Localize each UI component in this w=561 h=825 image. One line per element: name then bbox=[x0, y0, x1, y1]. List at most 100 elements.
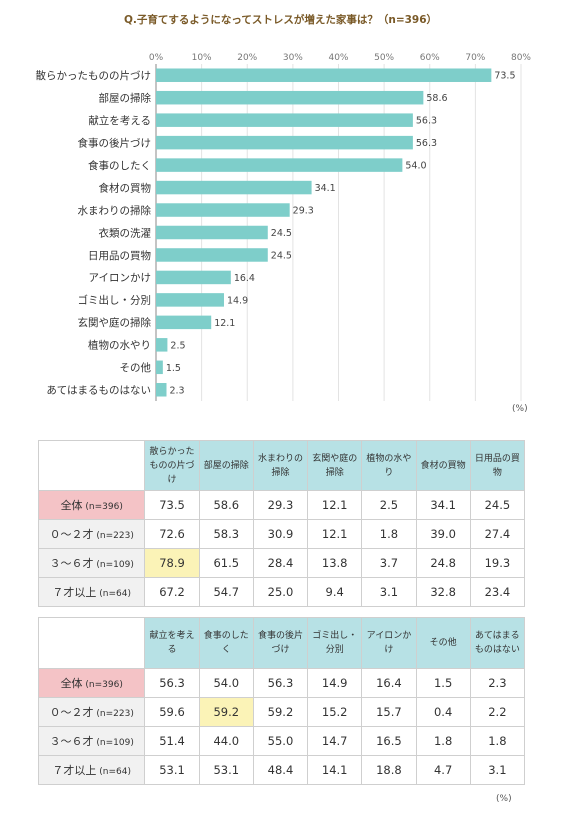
table-cell: 1.5 bbox=[415, 668, 471, 698]
x-tick-label: 40% bbox=[328, 53, 348, 63]
row-label: ０～２才 (n=223) bbox=[37, 519, 146, 549]
column-header: アイロンかけ bbox=[361, 617, 417, 669]
data-label: 56.3 bbox=[416, 138, 437, 149]
category-label: その他 bbox=[120, 361, 152, 374]
x-tick-label: 10% bbox=[192, 53, 212, 63]
category-label: アイロンかけ bbox=[89, 272, 151, 284]
column-header: その他 bbox=[415, 617, 471, 669]
table-cell: 16.4 bbox=[361, 668, 417, 698]
column-header: 水まわりの掃除 bbox=[252, 440, 309, 491]
table-unit-label: (%) bbox=[496, 794, 512, 804]
row-sample-size: (n=223) bbox=[93, 531, 134, 541]
crosstab-table-2: 献立を考える 食事のしたく 食事の後片づけ ゴミ出し・分別 アイロンかけ その他 あてはまる… bbox=[37, 617, 526, 785]
row-sample-size: (n=64) bbox=[96, 767, 132, 777]
bar bbox=[156, 113, 413, 127]
column-header: 献立を考える bbox=[144, 617, 200, 669]
table-cell: 30.9 bbox=[252, 519, 309, 549]
table-cell: 59.6 bbox=[144, 697, 200, 727]
data-label: 1.5 bbox=[166, 363, 181, 374]
x-tick-label: 70% bbox=[465, 53, 485, 63]
table-cell: 2.2 bbox=[469, 697, 526, 727]
table-cell: 3.1 bbox=[469, 755, 526, 785]
table-cell: 72.6 bbox=[144, 519, 200, 549]
data-label: 29.3 bbox=[293, 206, 314, 217]
table-cell: 24.5 bbox=[469, 490, 526, 520]
category-label: 献立を考える bbox=[88, 114, 151, 127]
table-cell: 0.4 bbox=[415, 697, 471, 727]
row-label-text: 全体 bbox=[60, 499, 83, 512]
crosstab-table-1: 散らかったものの片づけ 部屋の掃除 水まわりの掃除 玄関や庭の掃除 植物の水やり 食材の買… bbox=[37, 440, 526, 607]
bar bbox=[156, 225, 268, 240]
bar bbox=[156, 360, 163, 375]
table-cell: 24.8 bbox=[415, 548, 471, 578]
table-cell: 44.0 bbox=[198, 726, 254, 756]
bar bbox=[156, 68, 492, 82]
table-cell: 25.0 bbox=[252, 577, 309, 607]
table-cell: 53.1 bbox=[198, 755, 254, 785]
row-label: 全体 (n=396) bbox=[37, 490, 146, 520]
table-cell: 18.8 bbox=[361, 755, 417, 785]
data-label: 2.5 bbox=[170, 340, 185, 351]
column-header: あてはまるものはない bbox=[469, 617, 526, 669]
column-header: 日用品の買物 bbox=[469, 440, 526, 491]
data-label: 2.3 bbox=[169, 385, 184, 396]
row-label-text: ７才以上 bbox=[52, 586, 97, 599]
table-cell: 56.3 bbox=[144, 668, 200, 698]
table-cell: 29.3 bbox=[252, 490, 309, 520]
table-cell: 32.8 bbox=[415, 577, 471, 607]
x-tick-label: 20% bbox=[237, 53, 257, 63]
category-label: 散らかったものの片づけ bbox=[36, 69, 152, 82]
column-header: 食材の買物 bbox=[415, 440, 471, 491]
bar bbox=[156, 158, 403, 172]
table-cell: 48.4 bbox=[252, 755, 309, 785]
category-label: 日用品の買物 bbox=[88, 249, 151, 262]
column-header: ゴミ出し・分別 bbox=[307, 617, 363, 669]
category-label: ゴミ出し・分別 bbox=[78, 294, 152, 307]
table-cell: 2.3 bbox=[469, 668, 526, 698]
category-label: 食材の買物 bbox=[99, 181, 152, 194]
bar bbox=[156, 203, 290, 217]
row-sample-size: (n=109) bbox=[93, 560, 134, 570]
column-header: 食事のしたく bbox=[198, 617, 254, 669]
table-cell: 23.4 bbox=[469, 577, 526, 607]
category-label: 水まわりの掃除 bbox=[78, 204, 152, 217]
table-cell: 73.5 bbox=[144, 490, 200, 520]
data-label: 54.0 bbox=[405, 161, 426, 172]
row-label: ０～２才 (n=223) bbox=[37, 697, 146, 727]
bar bbox=[156, 293, 224, 307]
x-tick-label: 60% bbox=[420, 53, 440, 63]
row-label-text: ３～６才 bbox=[49, 735, 94, 748]
table-cell: 14.7 bbox=[307, 726, 363, 756]
row-label-text: ３～６才 bbox=[49, 557, 94, 570]
table-cell: 3.7 bbox=[361, 548, 417, 578]
bar bbox=[156, 338, 168, 352]
table-cell: 2.5 bbox=[361, 490, 417, 520]
data-label: 14.9 bbox=[227, 295, 248, 306]
bar bbox=[156, 270, 231, 285]
data-label: 16.4 bbox=[234, 273, 255, 284]
category-label: 食事のしたく bbox=[88, 159, 151, 172]
chart-title: Q.子育てするようになってストレスが増えた家事は？（n=396） bbox=[123, 14, 438, 26]
table-cell: 3.1 bbox=[361, 577, 417, 607]
category-label: 食事の後片づけ bbox=[78, 136, 152, 149]
table-corner bbox=[37, 617, 146, 669]
chart-unit-label: (%) bbox=[512, 404, 528, 414]
data-label: 34.1 bbox=[315, 183, 336, 194]
table-cell: 51.4 bbox=[144, 726, 200, 756]
column-header: 玄関や庭の掃除 bbox=[307, 440, 363, 491]
row-label-text: ０～２才 bbox=[49, 528, 94, 541]
column-header: 食事の後片づけ bbox=[252, 617, 309, 669]
bar-chart: 0% 10% 20% 30% 40% 50% 60% 70% 80% 散らかったものの片づけ 73.… bbox=[36, 53, 531, 401]
table-cell: 1.8 bbox=[469, 726, 526, 756]
table-cell: 12.1 bbox=[307, 519, 363, 549]
x-tick-label: 50% bbox=[374, 53, 394, 63]
row-label-text: 全体 bbox=[60, 677, 83, 690]
category-label: 部屋の掃除 bbox=[99, 92, 152, 105]
table-cell: 14.1 bbox=[307, 755, 363, 785]
table-cell: 39.0 bbox=[415, 519, 471, 549]
table-cell: 78.9 bbox=[144, 548, 200, 578]
bar bbox=[156, 180, 312, 195]
row-label: 全体 (n=396) bbox=[37, 668, 146, 698]
row-label: ３～６才 (n=109) bbox=[37, 726, 146, 756]
table-cell: 1.8 bbox=[415, 726, 471, 756]
